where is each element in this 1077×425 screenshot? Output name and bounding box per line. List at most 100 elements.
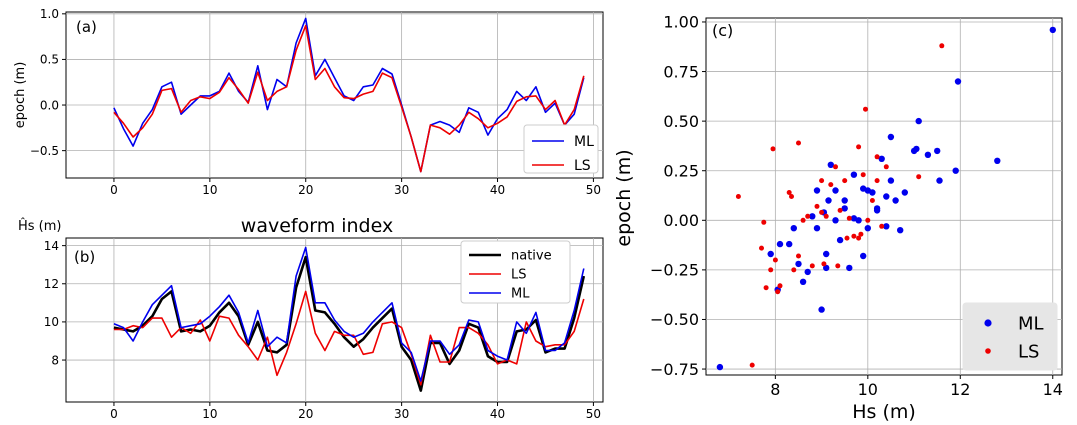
scatter-point-ml — [883, 223, 890, 230]
y-tick-label: 0.25 — [663, 161, 699, 180]
panel-c: 8 10 12 14 −0.75 −0.50 −0.25 0.00 0.25 0.50 0.75 1… — [613, 13, 1063, 423]
legend-label-ml: ML — [1018, 313, 1044, 334]
scatter-point-ml — [934, 147, 941, 155]
scatter-point-ls — [786, 190, 792, 195]
scatter-point-ml — [825, 197, 832, 204]
panel-b-label: (b) — [74, 248, 95, 266]
scatter-point-ml — [869, 189, 876, 196]
scatter-point-ls — [846, 215, 852, 221]
series-line-ls — [113, 290, 585, 386]
y-tick-label: 0.0 — [40, 98, 59, 112]
y-tick-label: 1.00 — [663, 13, 699, 32]
x-tick-label: 14 — [1043, 380, 1063, 399]
scatter-point-ls — [775, 289, 781, 295]
y-tick-label: 0.5 — [40, 53, 59, 67]
x-tick-label: 40 — [490, 407, 505, 421]
scatter-point-ls — [828, 182, 834, 188]
x-tick-label: 30 — [394, 183, 409, 197]
series-line-ls — [113, 24, 585, 173]
panel-b-ylabel: Ĥs (m) — [18, 218, 62, 234]
scatter-point-ml — [832, 187, 839, 194]
scatter-point-ls — [842, 178, 848, 184]
scatter-point-ml — [716, 363, 724, 371]
scatter-point-ls — [759, 245, 764, 251]
legend-label-ls: LS — [574, 158, 591, 174]
scatter-point-ml — [767, 250, 774, 258]
scatter-point-ls — [791, 267, 797, 273]
scatter-point-ls — [883, 164, 889, 170]
scatter-point-ml — [954, 78, 962, 85]
scatter-point-ml — [860, 252, 867, 260]
scatter-point-ls — [749, 362, 755, 368]
panel-b-legend-box — [460, 240, 571, 304]
scatter-point-ls — [763, 285, 769, 291]
scatter-point-ml — [915, 117, 922, 125]
panel-b-x-ticks: 0 10 20 30 40 50 — [110, 402, 601, 421]
scatter-point-ls — [761, 219, 767, 225]
panel-a-legend-box — [523, 124, 599, 174]
scatter-point-ls — [860, 172, 866, 178]
y-tick-label: −0.25 — [650, 261, 699, 280]
scatter-point-ml — [878, 155, 885, 162]
panel-b-y-ticks: 8 10 12 14 — [44, 239, 66, 367]
scatter-point-ml — [795, 260, 802, 268]
scatter-point-ml — [813, 225, 821, 232]
y-tick-label: 0.50 — [663, 112, 699, 131]
x-tick-label: 8 — [770, 380, 780, 399]
scatter-point-ml — [887, 177, 895, 184]
x-tick-label: 40 — [490, 183, 505, 197]
scatter-point-ml — [841, 205, 848, 212]
panel-c-xlabel: Hs (m) — [852, 401, 916, 423]
y-tick-label: 12 — [44, 277, 59, 291]
x-tick-label: 50 — [586, 407, 601, 421]
scatter-point-ls — [814, 203, 820, 209]
scatter-point-ls — [796, 140, 801, 146]
scatter-point-ls — [863, 106, 868, 112]
scatter-point-ml — [823, 250, 830, 258]
scatter-point-ls — [772, 257, 778, 263]
scatter-point-ml — [936, 177, 943, 184]
panel-c-x-ticks: 8 10 12 14 — [770, 375, 1063, 399]
scatter-point-ml — [799, 278, 807, 285]
panel-b: 0 10 20 30 40 50 8 10 12 14 (b) Ĥs (m) native LS M… — [18, 218, 604, 421]
legend-label-ls: LS — [1018, 341, 1039, 362]
scatter-point-ml — [776, 240, 784, 248]
panel-c-legend: ML LS — [962, 302, 1058, 371]
y-tick-label: 10 — [44, 315, 59, 329]
scatter-point-ml — [836, 236, 844, 244]
scatter-point-ls — [851, 233, 857, 239]
scatter-point-ls — [865, 217, 871, 223]
y-tick-label: −0.75 — [650, 360, 699, 379]
scatter-point-ls — [844, 235, 850, 241]
panel-a-plot-area — [65, 11, 604, 179]
panel-b-lines — [113, 246, 586, 392]
panel-a-legend: ML LS — [523, 124, 599, 174]
panel-a-label: (a) — [76, 18, 97, 36]
scatter-point-ml — [924, 151, 932, 158]
panel-c-ylabel: epoch (m) — [613, 149, 635, 246]
scatter-point-ls — [869, 198, 875, 203]
x-tick-label: 30 — [394, 407, 409, 421]
panel-c-grid — [706, 18, 1062, 375]
scatter-point-ml — [827, 161, 834, 168]
scatter-point-ml — [818, 306, 825, 313]
scatter-point-ml — [883, 193, 890, 200]
scatter-point-ml — [873, 207, 881, 214]
x-tick-label: 20 — [298, 183, 313, 197]
scatter-point-ls — [856, 235, 862, 241]
scatter-point-ls — [833, 164, 838, 170]
scatter-point-ls — [835, 263, 841, 269]
legend-label-ml: ML — [574, 134, 594, 150]
scatter-point-ls — [768, 267, 774, 273]
scatter-point-ml — [1049, 26, 1057, 34]
scatter-point-ls — [856, 144, 862, 150]
scatter-point-ls — [735, 194, 741, 199]
panel-a-xlabel: waveform index — [241, 215, 393, 237]
scatter-point-ml — [850, 171, 858, 178]
y-tick-label: 14 — [44, 239, 59, 253]
x-tick-label: 12 — [950, 380, 970, 399]
legend-marker-ls — [985, 348, 991, 354]
scatter-point-ml — [832, 217, 839, 224]
scatter-point-ml — [952, 167, 959, 174]
x-tick-label: 0 — [110, 407, 118, 421]
